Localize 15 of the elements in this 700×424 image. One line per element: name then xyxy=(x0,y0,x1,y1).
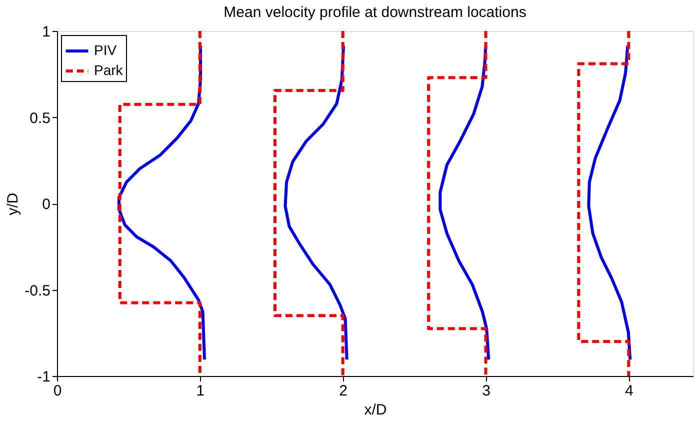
legend-label: PIV xyxy=(94,42,118,58)
x-tick-label: 2 xyxy=(339,382,348,400)
x-tick-label: 0 xyxy=(53,382,62,400)
chart-title: Mean velocity profile at downstream locations xyxy=(224,4,526,21)
y-tick-label: 0 xyxy=(42,196,50,213)
y-tick-label: -1 xyxy=(37,368,50,386)
x-axis-title: x/D xyxy=(364,402,387,418)
y-tick-label: 0.5 xyxy=(30,110,50,127)
y-tick-label: 1 xyxy=(42,24,50,40)
y-axis-title: y/D xyxy=(4,192,22,216)
legend-label: Park xyxy=(94,62,124,78)
y-tick-label: -0.5 xyxy=(24,282,50,300)
x-tick-label: 3 xyxy=(482,382,490,400)
x-tick-label: 1 xyxy=(196,382,205,400)
x-tick-label: 4 xyxy=(625,382,634,400)
